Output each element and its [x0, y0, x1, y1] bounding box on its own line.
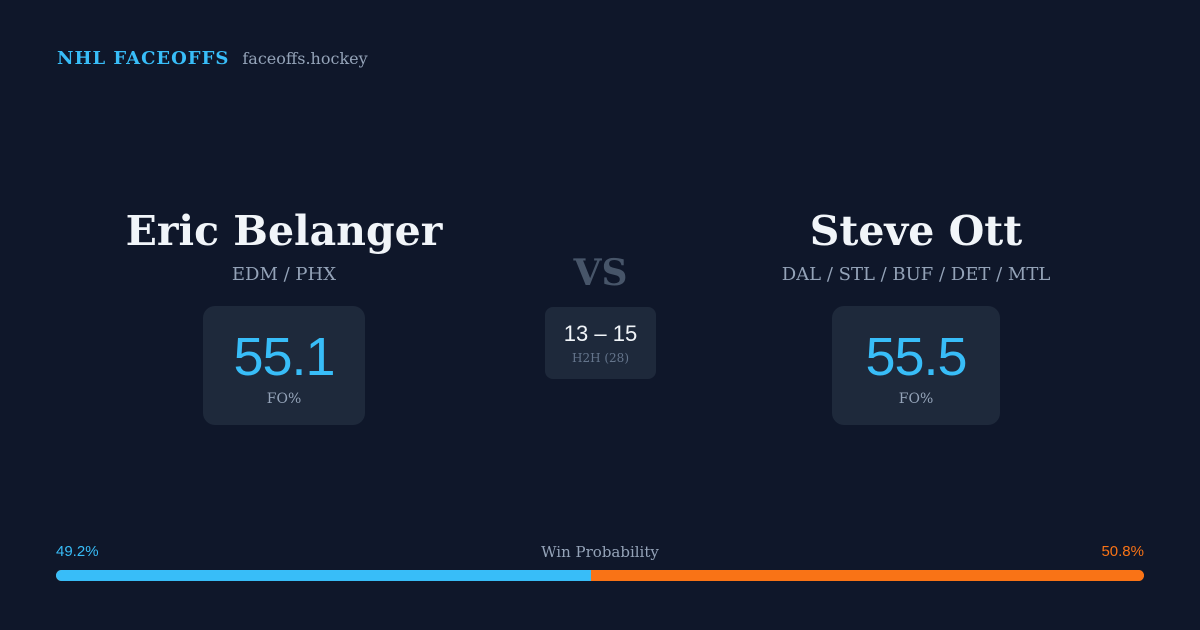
player-left-teams: EDM / PHX	[231, 264, 337, 285]
win-probability-bar	[56, 570, 1144, 581]
player-left-name: Eric Belanger	[125, 207, 443, 255]
h2h-label: H2H (28)	[571, 351, 629, 365]
player-left-fo-label: FO%	[266, 390, 302, 407]
win-probability-title: Win Probability	[541, 543, 659, 561]
player-right-fo-value: 55.5	[865, 326, 967, 387]
player-left: Eric Belanger EDM / PHX 55.1 FO%	[84, 206, 484, 425]
player-right-teams: DAL / STL / BUF / DET / MTL	[781, 264, 1051, 285]
player-right: Steve Ott DAL / STL / BUF / DET / MTL 55…	[716, 206, 1116, 425]
win-probability-labels: 49.2% Win Probability 50.8%	[56, 543, 1144, 563]
player-right-fo-label: FO%	[898, 390, 934, 407]
player-left-stat-card: 55.1 FO%	[203, 306, 365, 425]
brand-url: faceoffs.hockey	[242, 49, 368, 68]
brand-header: NHL FACEOFFS faceoffs.hockey	[57, 48, 368, 69]
win-probability-fill-right	[591, 570, 1144, 581]
h2h-score: 13 – 15	[563, 321, 638, 346]
h2h-card: 13 – 15 H2H (28)	[545, 307, 656, 379]
brand-name: NHL FACEOFFS	[57, 48, 230, 69]
win-probability-right: 50.8%	[1101, 543, 1144, 560]
player-right-name: Steve Ott	[809, 207, 1023, 255]
vs-label: VS	[573, 252, 628, 294]
win-probability-left: 49.2%	[56, 543, 99, 560]
player-right-stat-card: 55.5 FO%	[832, 306, 1000, 425]
win-probability-fill-left	[56, 570, 592, 581]
player-left-fo-value: 55.1	[233, 326, 335, 387]
